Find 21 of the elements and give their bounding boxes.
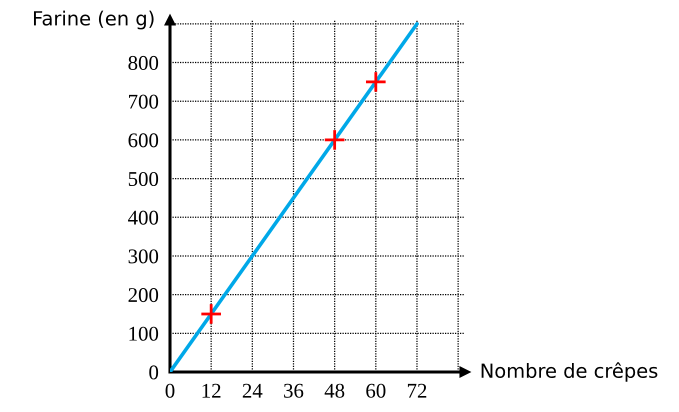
y-axis-title: Farine (en g) (34, 10, 154, 30)
point (323, 128, 346, 152)
y-tick-label: 300 (128, 249, 158, 264)
x-tick-label: 24 (242, 384, 262, 398)
y-tick-label: 700 (129, 94, 158, 109)
y-tick-label: 200 (128, 288, 158, 302)
y-tick-label: 800 (128, 56, 158, 70)
x-tick-label: 12 (202, 384, 220, 398)
x-axis-title: Nombre de crêpes (482, 362, 658, 382)
point (364, 70, 388, 94)
y-tick-label: 400 (128, 210, 158, 225)
x-tick-label: 48 (324, 384, 344, 398)
point (200, 302, 222, 326)
x-tick-label: 0 (166, 384, 174, 398)
y-tick-label: 0 (149, 365, 158, 380)
x-tick-label: 60 (366, 384, 386, 398)
x-tick-label: 36 (284, 384, 304, 398)
y-tick-label: 500 (128, 172, 158, 186)
y-tick-label: 100 (129, 326, 158, 341)
x-tick-label: 72 (408, 384, 426, 398)
y-tick-label: 600 (128, 133, 158, 148)
